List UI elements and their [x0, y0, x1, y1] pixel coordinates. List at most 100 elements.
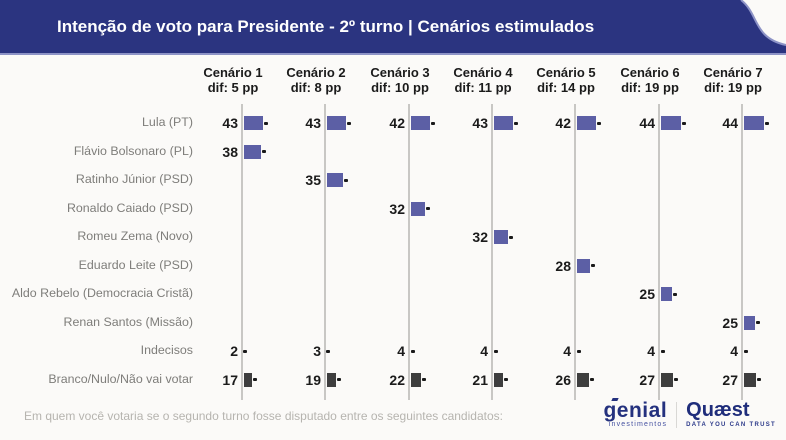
- error-tick: [514, 121, 519, 125]
- candidate-label: Indecisos: [140, 343, 193, 357]
- error-tick: [493, 349, 498, 353]
- value-label: 43: [305, 115, 321, 131]
- scenario-header: Cenário 6 dif: 19 pp: [595, 65, 705, 95]
- error-tick: [262, 150, 267, 153]
- value-label: 42: [389, 115, 405, 131]
- bar: [494, 230, 509, 244]
- value-label: 43: [222, 115, 238, 131]
- scenario-title: Cenário 6: [620, 65, 680, 80]
- error-tick: [347, 121, 352, 125]
- bar: [661, 116, 681, 130]
- scenario-title: Cenário 7: [703, 65, 763, 80]
- value-label: 21: [472, 371, 488, 388]
- candidate-label: Renan Santos (Missão): [63, 314, 193, 329]
- scenario-dif: dif: 11 pp: [454, 79, 512, 95]
- value-label: 38: [222, 143, 238, 160]
- bar: [577, 372, 589, 387]
- genial-logo: genial investimentos: [603, 398, 668, 428]
- bar: [744, 116, 764, 130]
- error-tick: [660, 349, 665, 353]
- value-label: 27: [722, 371, 738, 388]
- scenario-dif: dif: 10 pp: [371, 79, 429, 95]
- bar: [411, 201, 426, 216]
- value-label: 42: [555, 115, 571, 131]
- value-label: 4: [563, 343, 571, 359]
- quaest-logo-text: Quæst: [686, 399, 750, 421]
- scenario-dif: dif: 5 pp: [207, 79, 259, 95]
- bar: [327, 372, 336, 387]
- scenario-title: Cenário 1: [203, 65, 263, 80]
- error-tick: [576, 349, 581, 353]
- bar: [411, 372, 421, 387]
- error-tick: [509, 235, 514, 239]
- value-label: 4: [480, 343, 488, 359]
- bar: [327, 116, 347, 130]
- value-label: 44: [722, 115, 738, 131]
- error-tick: [326, 349, 331, 353]
- page-title: Intenção de voto para Presidente - 2º tu…: [57, 17, 595, 36]
- header-bar: Intenção de voto para Presidente - 2º tu…: [0, 0, 786, 55]
- bar: [494, 372, 504, 387]
- candidate-label: Lula (PT): [142, 115, 193, 129]
- scenario-header: Cenário 1 dif: 5 pp: [178, 65, 288, 95]
- candidate-label: Romeu Zema (Novo): [77, 229, 193, 243]
- quaest-logo-subtext: DATA YOU CAN TRUST: [686, 422, 776, 428]
- candidate-label: Branco/Nulo/Não vai votar: [48, 371, 193, 386]
- value-label: 25: [639, 286, 655, 302]
- header-wave-decoration: [740, 0, 786, 46]
- error-tick: [674, 378, 679, 381]
- bar: [494, 116, 514, 130]
- error-tick: [336, 378, 341, 381]
- error-tick: [743, 349, 748, 353]
- genial-logo-subtext: investimentos: [608, 421, 668, 428]
- scenario-axis-line: [741, 104, 743, 400]
- value-label: 22: [389, 371, 405, 388]
- logo-divider: [676, 401, 678, 428]
- scenario-header: Cenário 5 dif: 14 pp: [511, 65, 621, 95]
- value-label: 32: [472, 229, 488, 245]
- value-label: 35: [305, 172, 321, 188]
- bar: [411, 116, 430, 130]
- candidate-label: Flávio Bolsonaro (PL): [73, 143, 193, 158]
- error-tick: [590, 264, 595, 267]
- scenario-header: Cenário 4 dif: 11 pp: [428, 65, 538, 95]
- scenario-dif: dif: 19 pp: [704, 79, 762, 95]
- error-tick: [757, 378, 762, 381]
- scenario-dif: dif: 19 pp: [621, 79, 679, 95]
- bar: [661, 287, 673, 301]
- survey-question: Em quem você votaria se o segundo turno …: [24, 409, 503, 423]
- bar: [744, 315, 756, 330]
- value-label: 43: [472, 115, 488, 131]
- error-tick: [426, 207, 431, 210]
- error-tick: [242, 349, 247, 353]
- footer-logos: genial investimentos Quæst DATA YOU CAN …: [603, 398, 776, 428]
- scenario-title: Cenário 2: [286, 65, 346, 80]
- error-tick: [343, 178, 348, 182]
- error-tick: [681, 121, 686, 125]
- error-tick: [430, 121, 435, 125]
- error-tick: [764, 121, 769, 125]
- error-tick: [264, 121, 269, 125]
- scenario-header: Cenário 3 dif: 10 pp: [345, 65, 455, 95]
- candidate-label: Eduardo Leite (PSD): [78, 257, 193, 272]
- error-tick: [252, 378, 257, 381]
- error-tick: [421, 378, 426, 381]
- error-tick: [410, 349, 415, 353]
- value-label: 44: [639, 115, 655, 131]
- scenario-axis-line: [408, 104, 410, 400]
- candidate-label: Aldo Rebelo (Democracia Cristã): [11, 286, 193, 300]
- error-tick: [673, 292, 678, 296]
- scenario-axis-line: [574, 104, 576, 400]
- value-label: 19: [305, 371, 321, 388]
- error-tick: [504, 378, 509, 381]
- error-tick: [589, 378, 594, 381]
- error-tick: [596, 121, 601, 125]
- scenario-header: Cenário 7 dif: 19 pp: [678, 65, 786, 95]
- value-label: 4: [730, 343, 738, 359]
- scenario-dif: dif: 14 pp: [537, 79, 595, 95]
- scenario-title: Cenário 4: [453, 65, 513, 80]
- value-label: 27: [639, 371, 655, 388]
- value-label: 26: [555, 371, 571, 388]
- candidate-label: Ratinho Júnior (PSD): [75, 172, 193, 186]
